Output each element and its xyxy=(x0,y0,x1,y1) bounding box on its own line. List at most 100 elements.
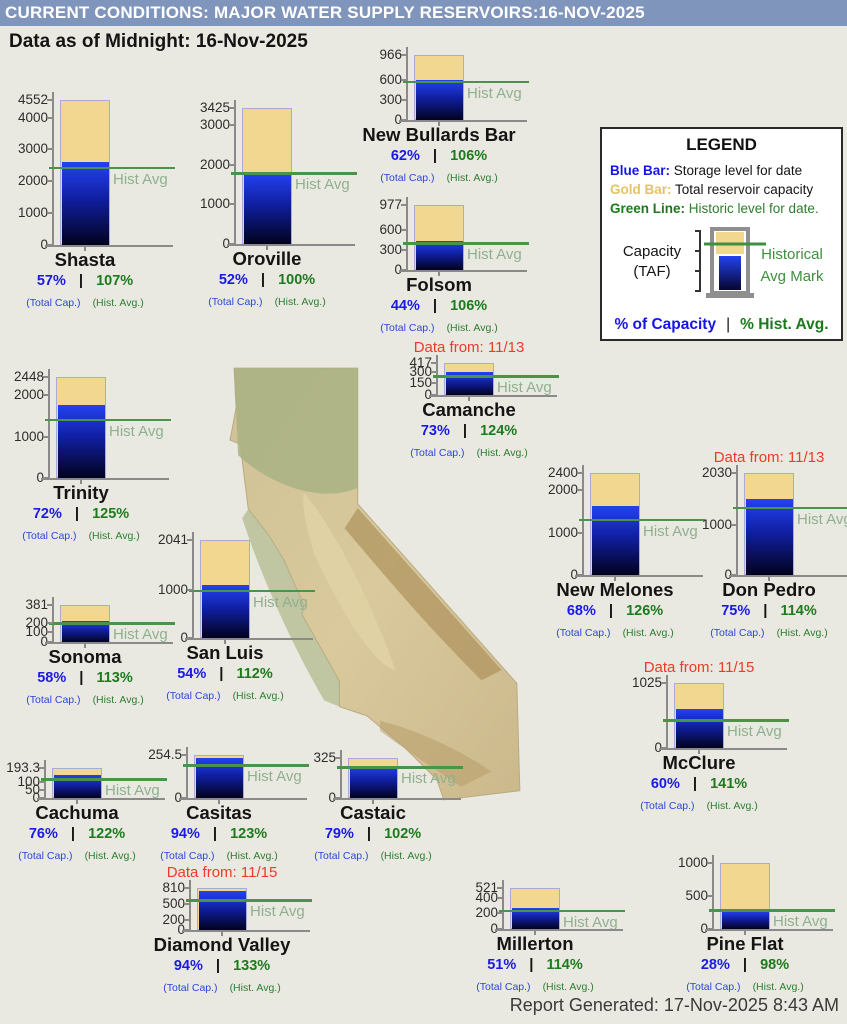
plot-area: Hist Avg xyxy=(495,880,625,935)
hist-avg-line xyxy=(186,899,312,902)
x-axis-tick xyxy=(218,800,220,804)
tick-mark xyxy=(401,119,407,121)
tick-mark xyxy=(181,797,187,799)
tick-mark xyxy=(229,123,235,126)
hist-avg-label: Hist Avg xyxy=(250,903,305,921)
reservoir-name: Cachuma xyxy=(35,802,119,823)
y-axis-tick-labels: 4173001500 xyxy=(392,355,434,402)
stale-data-note: Data from: 11/15 xyxy=(166,864,278,881)
hist-avg-label: Hist Avg xyxy=(113,170,168,188)
percent-separator: | xyxy=(74,505,80,522)
hist-avg-label: Hist Avg xyxy=(727,723,782,741)
plot-area: Hist Avg xyxy=(179,747,309,804)
total-cap-caption: (Total Cap.) xyxy=(166,690,221,702)
tick-mark xyxy=(184,887,190,889)
pct-capacity-value: 72% xyxy=(32,506,62,522)
tick-mark xyxy=(497,896,503,899)
tick-label: 100 xyxy=(17,774,40,790)
tick-mark xyxy=(187,588,193,591)
reservoir-glyph-icon xyxy=(695,227,766,298)
hist-avg-line xyxy=(663,719,789,722)
x-axis-tick xyxy=(224,640,226,644)
hist-avg-label: Hist Avg xyxy=(253,593,308,611)
plot-area: Hist Avg xyxy=(45,92,175,251)
total-cap-caption: (Total Cap.) xyxy=(163,982,218,994)
pct-capacity-value: 28% xyxy=(700,957,730,973)
storage-bar xyxy=(53,775,101,798)
hist-avg-caption: (Hist. Avg.) xyxy=(476,447,528,459)
tick-label: 600 xyxy=(379,222,402,238)
tick-label: 200 xyxy=(25,614,48,630)
tick-label: 0 xyxy=(654,740,662,756)
stale-data-note: Data from: 11/13 xyxy=(413,339,525,356)
tick-label: 400 xyxy=(475,889,498,905)
tick-mark xyxy=(47,621,53,624)
reservoir-name: Trinity xyxy=(53,482,109,503)
tick-label: 200 xyxy=(162,911,185,927)
x-axis xyxy=(185,638,313,640)
percent-row: 51% | 114% xyxy=(450,956,620,973)
y-axis xyxy=(192,532,194,638)
hist-avg-caption: (Hist. Avg.) xyxy=(274,296,326,308)
tick-mark xyxy=(47,148,53,151)
tick-mark xyxy=(47,244,53,246)
hist-avg-line xyxy=(45,418,171,422)
legend-pct-capacity-label: % of Capacity xyxy=(614,316,717,333)
reservoir-name: Shasta xyxy=(54,249,116,270)
tick-mark xyxy=(401,204,407,206)
legend-key-green-line: Green Line: xyxy=(610,201,686,216)
storage-bar xyxy=(745,498,793,575)
tick-mark xyxy=(707,862,713,864)
legend-desc-blue-bar: Storage level for date xyxy=(673,163,803,178)
total-cap-caption: (Total Cap.) xyxy=(160,850,215,862)
percent-row: 76% | 122% xyxy=(0,825,162,842)
plot-area: Hist Avg xyxy=(227,100,357,250)
tick-mark xyxy=(401,269,407,271)
tick-label: 3000 xyxy=(17,141,48,157)
tick-mark xyxy=(431,370,437,373)
percent-separator: | xyxy=(608,602,614,619)
percent-row: 73% | 124% xyxy=(384,422,554,439)
tick-mark xyxy=(229,163,235,166)
hist-avg-line xyxy=(709,909,835,912)
total-cap-caption: (Total Cap.) xyxy=(686,981,741,993)
legend-row-blue-bar: Blue Bar: Storage level for date xyxy=(610,161,833,180)
y-axis-tick-labels: 381 2001000 xyxy=(8,597,50,649)
storage-bar xyxy=(61,162,109,245)
tick-label: 1000 xyxy=(701,516,732,532)
tick-label: 3000 xyxy=(199,116,230,132)
tick-mark xyxy=(577,531,583,534)
reservoir-name: San Luis xyxy=(186,642,264,663)
y-axis xyxy=(712,855,714,929)
percent-separator: | xyxy=(219,665,224,682)
total-cap-caption: (Total Cap.) xyxy=(26,297,81,309)
percent-row: 75% | 114% xyxy=(684,602,847,619)
reservoir-labels: Castaic 79% | 102% (Total Cap.) (Hist. Avg.) xyxy=(288,802,458,862)
tick-mark xyxy=(401,229,407,232)
tick-mark xyxy=(47,641,53,643)
tick-mark xyxy=(47,180,53,183)
y-axis-tick-labels: 1025 0 xyxy=(622,675,664,755)
y-axis xyxy=(234,100,236,244)
tick-label: 0 xyxy=(174,790,182,806)
tick-mark xyxy=(47,604,53,606)
plot-area: Hist Avg xyxy=(333,750,463,804)
x-axis xyxy=(227,244,355,246)
tick-mark xyxy=(577,489,583,491)
tick-mark xyxy=(577,472,583,474)
x-axis xyxy=(45,245,173,247)
tick-label: 1000 xyxy=(157,581,188,597)
tick-mark xyxy=(431,394,437,396)
tick-label: 4000 xyxy=(17,109,48,125)
tick-mark xyxy=(707,895,713,897)
reservoir-labels: Trinity 72% | 125% (Total Cap.) (Hist. Avg.) xyxy=(0,482,166,542)
pct-capacity-value: 54% xyxy=(177,666,207,682)
tick-label: 0 xyxy=(424,387,432,403)
y-axis-tick-labels: 193.3100500 xyxy=(0,760,42,805)
pct-hist-avg-value: 106% xyxy=(450,298,488,314)
storage-bar xyxy=(61,620,109,642)
pct-capacity-value: 73% xyxy=(420,423,450,439)
tick-mark xyxy=(43,435,49,438)
tick-mark xyxy=(707,928,713,930)
caption-row: (Total Cap.) (Hist. Avg.) xyxy=(0,530,166,542)
